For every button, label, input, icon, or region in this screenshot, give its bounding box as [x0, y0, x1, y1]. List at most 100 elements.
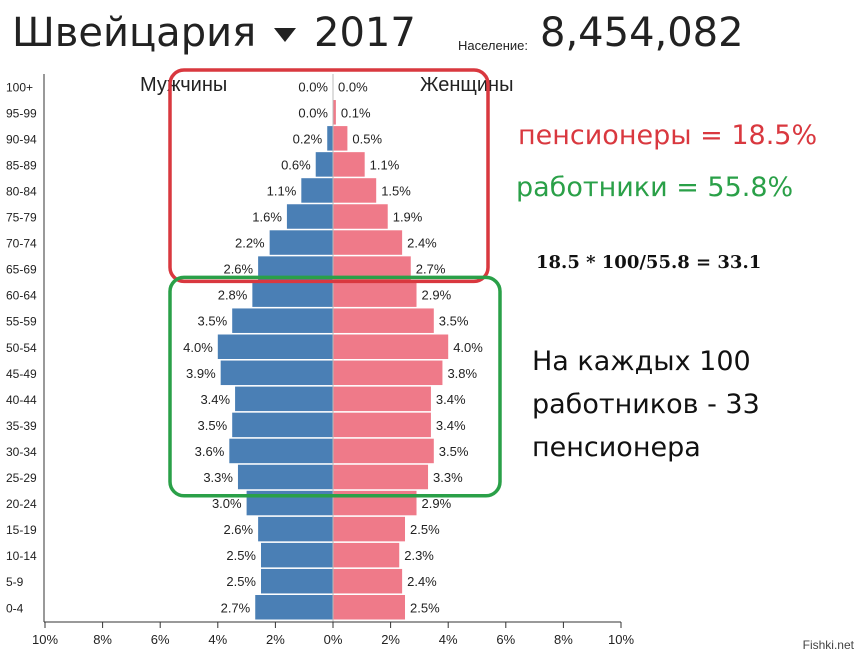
value-label-male: 3.6% — [195, 444, 225, 459]
value-label-male: 4.0% — [183, 340, 213, 355]
value-label-female: 1.5% — [381, 183, 411, 198]
value-label-female: 4.0% — [453, 340, 483, 355]
age-label: 40-44 — [6, 393, 37, 407]
age-label: 25-29 — [6, 471, 37, 485]
value-label-male: 2.5% — [226, 574, 256, 589]
age-label: 10-14 — [6, 549, 37, 563]
age-label: 0-4 — [6, 601, 24, 615]
value-label-female: 3.4% — [436, 418, 466, 433]
value-label-female: 2.4% — [407, 236, 437, 251]
bar-male-80-84 — [301, 178, 333, 203]
watermark: Fishki.net — [802, 638, 854, 652]
bar-female-95-99 — [333, 100, 336, 125]
bar-male-0-4 — [255, 595, 333, 620]
value-label-male: 3.0% — [212, 496, 242, 511]
value-label-male: 3.5% — [198, 314, 228, 329]
bar-male-50-54 — [217, 334, 333, 359]
value-label-female: 3.3% — [433, 470, 463, 485]
age-label: 75-79 — [6, 211, 37, 225]
age-label: 65-69 — [6, 263, 37, 277]
bar-female-90-94 — [333, 126, 348, 151]
value-label-female: 2.9% — [422, 288, 452, 303]
bar-female-25-29 — [333, 464, 429, 490]
workers-annotation: работники = 55.8% — [516, 172, 794, 203]
x-tick-label: 0% — [324, 632, 343, 647]
value-label-female: 1.1% — [370, 157, 400, 172]
bar-female-45-49 — [333, 360, 443, 386]
bar-male-35-39 — [232, 412, 333, 438]
value-label-male: 3.4% — [200, 392, 230, 407]
x-tick-label: 6% — [496, 632, 515, 647]
bar-female-80-84 — [333, 178, 377, 203]
value-label-female: 3.4% — [436, 392, 466, 407]
year-selector[interactable]: 2017 — [314, 10, 416, 56]
value-label-male: 2.6% — [223, 522, 253, 537]
bar-female-0-4 — [333, 595, 405, 620]
value-label-female: 2.5% — [410, 600, 440, 615]
value-label-female: 2.5% — [410, 522, 440, 537]
age-label: 70-74 — [6, 237, 37, 251]
bar-male-60-64 — [252, 282, 333, 307]
series-label-female: Женщины — [420, 74, 513, 96]
age-label: 90-94 — [6, 132, 37, 146]
bar-male-55-59 — [232, 308, 333, 333]
bar-male-30-34 — [229, 438, 333, 464]
bar-female-60-64 — [333, 282, 417, 307]
age-label: 50-54 — [6, 341, 37, 355]
age-label: 35-39 — [6, 419, 37, 433]
value-label-male: 0.2% — [293, 131, 323, 146]
x-tick-label: 8% — [554, 632, 573, 647]
value-label-male: 2.2% — [235, 236, 265, 251]
age-label: 30-34 — [6, 445, 37, 459]
header: Швейцария 2017 Население: 8,454,082 — [12, 4, 852, 60]
workers-box — [168, 275, 502, 498]
age-label: 20-24 — [6, 497, 37, 511]
age-label: 100+ — [6, 80, 33, 94]
country-selector[interactable]: Швейцария — [12, 10, 257, 56]
bar-male-40-44 — [235, 386, 333, 412]
x-tick-label: 10% — [608, 632, 634, 647]
value-label-male: 3.5% — [198, 418, 228, 433]
x-tick-label: 4% — [439, 632, 458, 647]
value-label-female: 0.0% — [338, 79, 368, 94]
value-label-male: 2.5% — [226, 548, 256, 563]
x-tick-label: 2% — [381, 632, 400, 647]
value-label-female: 2.9% — [422, 496, 452, 511]
bar-female-40-44 — [333, 386, 431, 412]
bar-male-5-9 — [261, 568, 333, 594]
value-label-female: 1.9% — [393, 210, 423, 225]
value-label-male: 2.7% — [221, 600, 251, 615]
value-label-female: 2.3% — [404, 548, 434, 563]
bar-male-45-49 — [220, 360, 333, 386]
value-label-male: 0.0% — [298, 79, 328, 94]
bar-female-55-59 — [333, 308, 434, 333]
chevron-down-icon[interactable] — [274, 28, 296, 42]
bar-female-30-34 — [333, 438, 434, 464]
bar-female-75-79 — [333, 204, 388, 229]
age-label: 55-59 — [6, 315, 37, 329]
value-label-male: 3.3% — [203, 470, 233, 485]
value-label-male: 0.0% — [298, 105, 328, 120]
x-tick-label: 10% — [32, 632, 58, 647]
formula-annotation: 18.5 * 100/55.8 = 33.1 — [536, 252, 762, 273]
value-label-male: 2.8% — [218, 288, 248, 303]
x-tick-label: 2% — [266, 632, 285, 647]
value-label-female: 0.1% — [341, 105, 371, 120]
value-label-female: 3.8% — [447, 366, 477, 381]
population-value: 8,454,082 — [540, 10, 744, 56]
value-label-female: 0.5% — [352, 131, 382, 146]
bar-female-35-39 — [333, 412, 431, 438]
age-label: 45-49 — [6, 367, 37, 381]
bar-male-15-19 — [258, 516, 333, 542]
value-label-female: 3.5% — [439, 444, 469, 459]
value-label-male: 1.1% — [267, 183, 297, 198]
bar-female-85-89 — [333, 152, 365, 177]
bar-female-70-74 — [333, 230, 403, 255]
age-label: 60-64 — [6, 289, 37, 303]
bar-female-50-54 — [333, 334, 449, 359]
age-label: 85-89 — [6, 158, 37, 172]
bar-male-70-74 — [269, 230, 333, 255]
age-label: 15-19 — [6, 523, 37, 537]
value-label-male: 0.6% — [281, 157, 311, 172]
